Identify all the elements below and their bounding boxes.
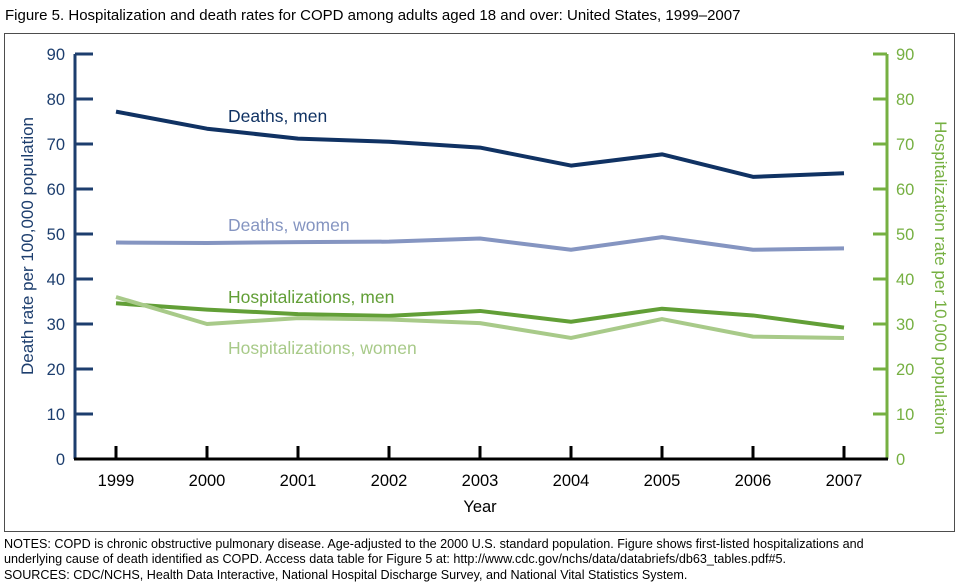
x-axis-tick-label: 2001 xyxy=(280,472,317,490)
notes-line-2: underlying cause of death identified as … xyxy=(4,552,786,567)
right-axis-tick-label: 50 xyxy=(896,226,914,244)
right-axis-tick-label: 90 xyxy=(896,46,914,64)
left-axis-tick-label: 30 xyxy=(47,316,65,334)
right-axis-tick-label: 10 xyxy=(896,406,914,424)
sources-line: SOURCES: CDC/NCHS, Health Data Interacti… xyxy=(4,567,688,582)
left-axis-tick-label: 70 xyxy=(47,136,65,154)
x-axis-tick-label: 2005 xyxy=(644,472,681,490)
series-label-deaths-men: Deaths, men xyxy=(228,106,327,126)
right-axis-tick-label: 70 xyxy=(896,136,914,154)
notes-line-1: NOTES: COPD is chronic obstructive pulmo… xyxy=(4,537,864,551)
x-axis-tick-label: 2007 xyxy=(826,472,863,490)
x-axis-tick-label: 2002 xyxy=(371,472,408,490)
copd-line-chart: 0 0 10 10 20 20 30 30 40 40 50 50 60 60 70 70 80 80 90 90 19… xyxy=(18,46,950,516)
series-label-hospitalizations-women: Hospitalizations, women xyxy=(228,338,417,358)
x-axis-title: Year xyxy=(463,498,497,516)
figure-title: Figure 5. Hospitalization and death rate… xyxy=(5,7,741,24)
right-axis-tick-label: 0 xyxy=(896,451,905,469)
chart-frame: 0 0 10 10 20 20 30 30 40 40 50 50 60 60 70 70 80 80 90 90 19… xyxy=(4,33,955,532)
series-label-hospitalizations-men: Hospitalizations, men xyxy=(228,287,394,307)
series-line-deaths-men xyxy=(115,109,845,179)
series-line-hospitalizations-men xyxy=(115,301,845,330)
left-axis-tick-label: 10 xyxy=(47,406,65,424)
right-axis-tick-label: 20 xyxy=(896,361,914,379)
right-axis-tick-label: 80 xyxy=(896,91,914,109)
series-label-deaths-women: Deaths, women xyxy=(228,215,350,235)
x-axis-tick-label: 1999 xyxy=(98,472,135,490)
series-line-hospitalizations-women xyxy=(115,295,845,340)
left-axis-tick-label: 20 xyxy=(47,361,65,379)
right-axis-tick-label: 60 xyxy=(896,181,914,199)
left-axis-tick-label: 50 xyxy=(47,226,65,244)
right-y-axis-title: Hospitalization rate per 10,000 populati… xyxy=(931,121,950,435)
left-axis-tick-label: 60 xyxy=(47,181,65,199)
left-y-axis-title: Death rate per 100,000 population xyxy=(18,117,37,375)
x-axis-tick-label: 2004 xyxy=(553,472,590,490)
left-axis-tick-label: 80 xyxy=(47,91,65,109)
x-axis-tick-label: 2003 xyxy=(462,472,499,490)
left-axis-tick-label: 0 xyxy=(56,451,65,469)
chart-notes: NOTES: COPD is chronic obstructive pulmo… xyxy=(4,537,864,583)
right-axis-tick-label: 40 xyxy=(896,271,914,289)
series-line-deaths-women xyxy=(115,235,845,252)
right-axis-tick-label: 30 xyxy=(896,316,914,334)
x-axis-tick-label: 2000 xyxy=(189,472,226,490)
x-axis-tick-label: 2006 xyxy=(735,472,772,490)
left-axis-tick-label: 40 xyxy=(47,271,65,289)
left-axis-tick-label: 90 xyxy=(47,46,65,64)
